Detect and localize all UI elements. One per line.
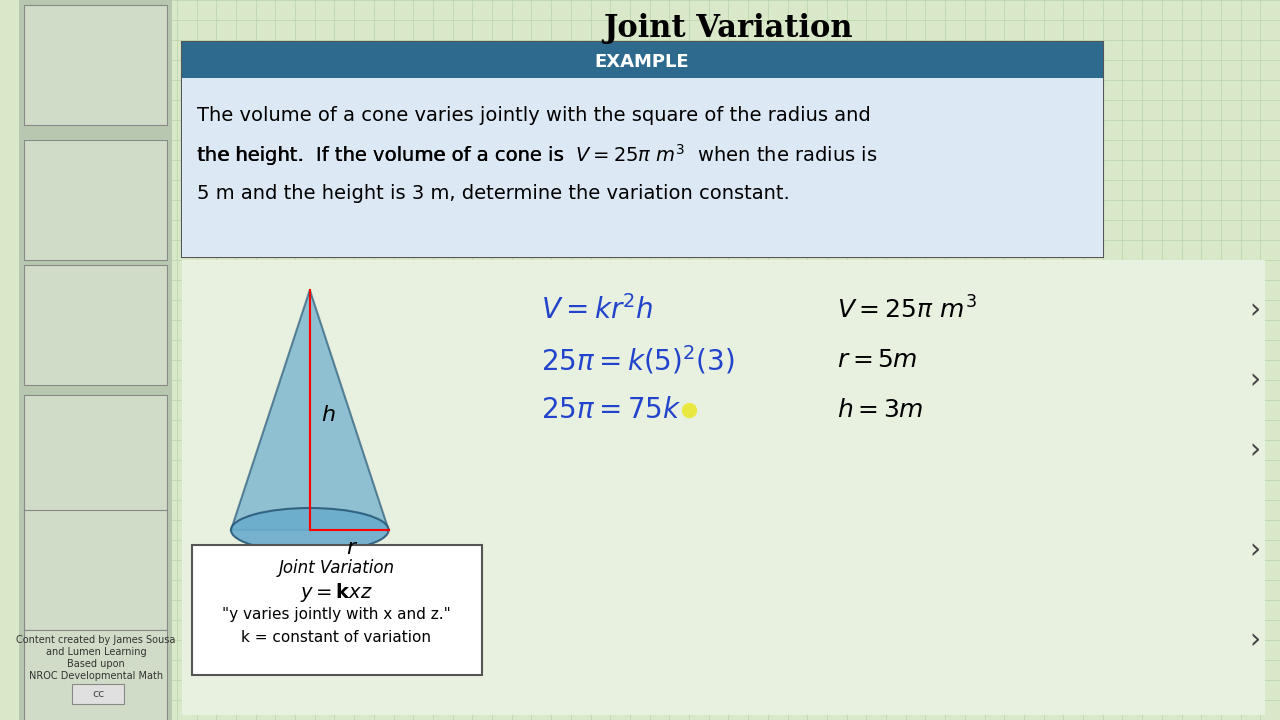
Text: Based upon: Based upon (67, 659, 125, 669)
FancyBboxPatch shape (182, 260, 1265, 715)
Text: $V = kr^2h$: $V = kr^2h$ (541, 295, 654, 325)
Text: Content created by James Sousa: Content created by James Sousa (17, 635, 175, 645)
Text: $25\pi = 75k$: $25\pi = 75k$ (541, 396, 682, 424)
FancyBboxPatch shape (73, 684, 124, 704)
FancyBboxPatch shape (182, 78, 1102, 257)
FancyBboxPatch shape (24, 510, 166, 630)
Text: ›: › (1249, 626, 1261, 654)
Text: k = constant of variation: k = constant of variation (242, 631, 431, 646)
Polygon shape (230, 290, 389, 530)
FancyBboxPatch shape (182, 42, 1102, 257)
FancyBboxPatch shape (192, 545, 483, 675)
Text: $25\pi = k(5)^2(3)$: $25\pi = k(5)^2(3)$ (541, 343, 735, 377)
Text: and Lumen Learning: and Lumen Learning (46, 647, 146, 657)
Text: $y = \mathbf{k}xz$: $y = \mathbf{k}xz$ (300, 580, 372, 603)
Text: the height.  If the volume of a cone is: the height. If the volume of a cone is (197, 145, 570, 164)
Text: Joint Variation: Joint Variation (278, 559, 394, 577)
Text: ›: › (1249, 536, 1261, 564)
Text: $r = 5m$: $r = 5m$ (837, 348, 916, 372)
Text: NROC Developmental Math: NROC Developmental Math (29, 671, 163, 681)
Text: The volume of a cone varies jointly with the square of the radius and: The volume of a cone varies jointly with… (197, 106, 870, 125)
Text: Joint Variation: Joint Variation (604, 12, 854, 43)
Text: "y varies jointly with x and z.": "y varies jointly with x and z." (221, 608, 451, 623)
Text: cc: cc (92, 689, 104, 699)
Text: EXAMPLE: EXAMPLE (594, 53, 689, 71)
FancyBboxPatch shape (24, 395, 166, 515)
FancyBboxPatch shape (24, 630, 166, 720)
FancyBboxPatch shape (24, 140, 166, 260)
Text: r: r (347, 538, 356, 558)
Text: h: h (321, 405, 335, 425)
Text: ›: › (1249, 436, 1261, 464)
Text: ›: › (1249, 366, 1261, 394)
FancyBboxPatch shape (19, 0, 172, 720)
Text: ›: › (1249, 296, 1261, 324)
FancyBboxPatch shape (24, 5, 166, 125)
Text: $h = 3m$: $h = 3m$ (837, 398, 923, 422)
FancyBboxPatch shape (24, 265, 166, 385)
Text: 5 m and the height is 3 m, determine the variation constant.: 5 m and the height is 3 m, determine the… (197, 184, 790, 202)
Ellipse shape (230, 508, 389, 552)
Text: $V = 25\pi\ m^3$: $V = 25\pi\ m^3$ (837, 297, 977, 323)
FancyBboxPatch shape (182, 42, 1102, 78)
Text: the height.  If the volume of a cone is  $V = 25\pi\ m^3$  when the radius is: the height. If the volume of a cone is $… (197, 142, 877, 168)
